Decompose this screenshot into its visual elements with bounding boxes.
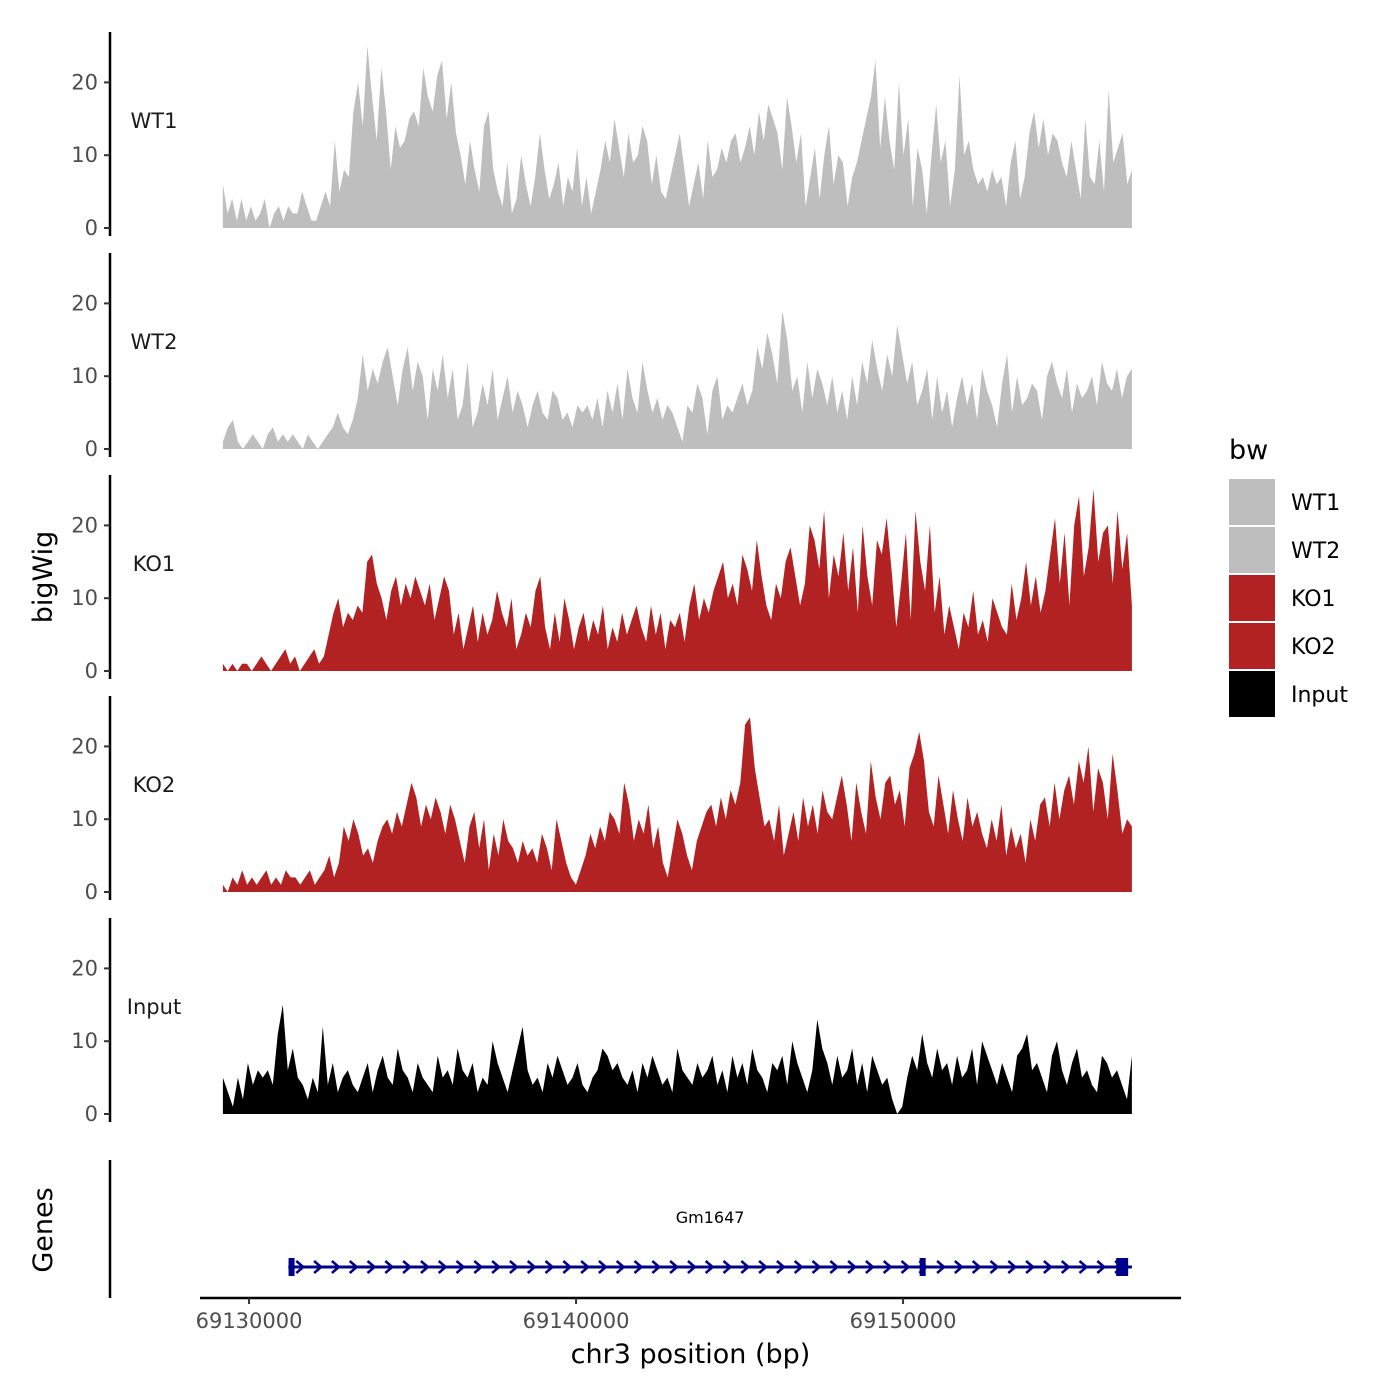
x-axis-title: chr3 position (bp): [571, 1339, 811, 1370]
strand-arrow: [455, 1260, 466, 1274]
strand-arrow: [936, 1260, 947, 1274]
strand-arrow: [900, 1260, 911, 1274]
track-label-wt1: WT1: [131, 109, 178, 133]
strand-arrow: [366, 1260, 377, 1274]
strand-arrow: [1007, 1260, 1018, 1274]
x-tick-label: 69130000: [196, 1309, 303, 1333]
legend-label-wt1: WT1: [1291, 491, 1340, 516]
y-tick-label-ko1: 0: [85, 659, 98, 683]
y-tick-label-ko2: 0: [85, 880, 98, 904]
strand-arrow: [1078, 1260, 1089, 1274]
y-tick-label-wt2: 0: [85, 437, 98, 461]
legend-label-ko1: KO1: [1291, 587, 1336, 612]
strand-arrow: [562, 1260, 573, 1274]
y-tick-label-wt1: 10: [71, 143, 98, 167]
strand-arrow: [776, 1260, 786, 1274]
y-tick-label-wt2: 20: [71, 291, 98, 315]
strand-arrow: [865, 1260, 875, 1274]
strand-arrow: [1096, 1260, 1107, 1274]
strand-arrow: [331, 1260, 341, 1274]
strand-arrow: [491, 1260, 502, 1274]
strand-arrow: [758, 1260, 769, 1274]
y-tick-label-input: 0: [85, 1102, 98, 1126]
strand-arrow: [1060, 1260, 1071, 1274]
track-label-ko2: KO2: [133, 773, 176, 797]
strand-arrow: [509, 1260, 519, 1274]
track-label-wt2: WT2: [131, 330, 178, 354]
track-label-input: Input: [127, 995, 181, 1019]
y-tick-label-ko2: 10: [71, 807, 98, 831]
strand-arrow: [722, 1260, 733, 1274]
strand-arrow: [882, 1260, 893, 1274]
strand-arrow: [829, 1260, 840, 1274]
legend-swatch-wt2: [1229, 527, 1275, 573]
exon-block: [1116, 1258, 1129, 1276]
y-tick-label-ko1: 10: [71, 586, 98, 610]
strand-arrow: [971, 1260, 982, 1274]
strand-arrow: [1043, 1260, 1053, 1274]
strand-arrow: [598, 1260, 608, 1274]
strand-arrow: [544, 1260, 555, 1274]
legend-swatch-input: [1229, 671, 1275, 717]
area-wt2: [222, 310, 1132, 449]
legend-label-input: Input: [1291, 683, 1348, 708]
track-label-ko1: KO1: [133, 552, 176, 576]
strand-arrow: [687, 1260, 697, 1274]
strand-arrow: [295, 1260, 306, 1274]
legend-swatch-ko2: [1229, 623, 1275, 669]
strand-arrow: [633, 1260, 644, 1274]
y-axis-title: bigWig: [28, 531, 59, 624]
strand-arrow: [313, 1260, 324, 1274]
x-tick-label: 69150000: [850, 1309, 957, 1333]
y-tick-label-input: 10: [71, 1029, 98, 1053]
strand-arrow: [437, 1260, 448, 1274]
strand-arrow: [811, 1260, 822, 1274]
strand-arrow: [847, 1260, 858, 1274]
legend-swatch-wt1: [1229, 479, 1275, 525]
strand-arrow: [526, 1260, 537, 1274]
gene-track-title: Genes: [28, 1187, 59, 1272]
legend-title: bw: [1229, 435, 1268, 466]
strand-arrow: [420, 1260, 430, 1274]
legend-label-wt2: WT2: [1291, 539, 1340, 564]
y-tick-label-wt2: 10: [71, 364, 98, 388]
exon-block: [288, 1258, 295, 1276]
legend-swatch-ko1: [1229, 575, 1275, 621]
strand-arrow: [704, 1260, 715, 1274]
strand-arrow: [1025, 1260, 1036, 1274]
strand-arrow: [402, 1260, 413, 1274]
y-tick-label-input: 20: [71, 956, 98, 980]
strand-arrow: [473, 1260, 484, 1274]
y-tick-label-wt1: 0: [85, 216, 98, 240]
strand-arrow: [615, 1260, 626, 1274]
area-ko2: [222, 717, 1132, 892]
gene-label: Gm1647: [676, 1208, 745, 1227]
area-input: [222, 1004, 1132, 1114]
strand-arrow: [954, 1260, 964, 1274]
y-tick-label-wt1: 20: [71, 70, 98, 94]
strand-arrow: [580, 1260, 591, 1274]
exon-block: [919, 1258, 926, 1276]
area-wt1: [222, 46, 1132, 228]
y-tick-label-ko2: 20: [71, 734, 98, 758]
strand-arrow: [651, 1260, 662, 1274]
strand-arrow: [348, 1260, 359, 1274]
legend-label-ko2: KO2: [1291, 635, 1336, 660]
x-tick-label: 69140000: [523, 1309, 630, 1333]
strand-arrow: [989, 1260, 1000, 1274]
strand-arrow: [384, 1260, 395, 1274]
strand-arrow: [740, 1260, 751, 1274]
strand-arrow: [793, 1260, 804, 1274]
area-ko1: [222, 489, 1132, 671]
strand-arrow: [669, 1260, 680, 1274]
y-tick-label-ko1: 20: [71, 513, 98, 537]
